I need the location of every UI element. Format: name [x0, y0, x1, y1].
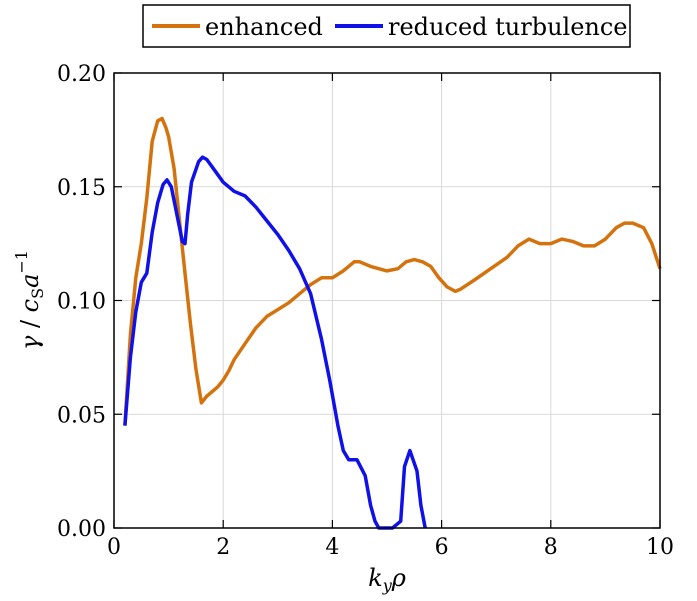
series-line-reduced-turbulence: [123, 155, 427, 530]
y-axis-label: γ / cSa−1: [12, 250, 47, 350]
y-tick-label: 0.20: [57, 62, 106, 87]
series-line-enhanced: [123, 116, 662, 426]
tick-labels: 0 2 4 6 8 10 0.00 0.05 0.10 0.15 0.20: [57, 62, 674, 560]
legend-frame: [142, 4, 631, 48]
x-axis-label-k: k: [368, 564, 383, 592]
x-tick-label: 2: [216, 535, 230, 560]
x-axis-label-sub: y: [382, 576, 393, 595]
x-tick-label: 6: [435, 535, 449, 560]
x-tick-label: 4: [325, 535, 339, 560]
y-axis-label-gamma: γ: [16, 335, 44, 350]
legend-label-reduced-turbulence: reduced turbulence: [388, 13, 628, 41]
y-axis-label-c: c: [16, 299, 44, 312]
legend-label-enhanced: enhanced: [205, 13, 323, 41]
x-axis-label-rho: ρ: [391, 564, 406, 592]
legend: enhanced reduced turbulence: [142, 4, 631, 48]
x-tick-label: 8: [544, 535, 558, 560]
x-tick-label: 10: [646, 535, 674, 560]
grid: [113, 72, 661, 529]
y-axis-label-exp: −1: [12, 250, 31, 274]
y-tick-label: 0.10: [57, 290, 106, 315]
y-tick-label: 0.00: [57, 517, 106, 542]
y-tick-label: 0.15: [57, 176, 106, 201]
ticks: [113, 72, 661, 529]
series-lines: [123, 116, 662, 530]
y-axis-label-a: a: [16, 274, 44, 288]
y-axis-label-slash: /: [16, 312, 44, 335]
y-tick-label: 0.05: [57, 403, 106, 428]
x-axis-label: kyρ: [368, 564, 406, 595]
y-axis-label-sub: S: [28, 288, 47, 299]
x-tick-label: 0: [107, 535, 121, 560]
